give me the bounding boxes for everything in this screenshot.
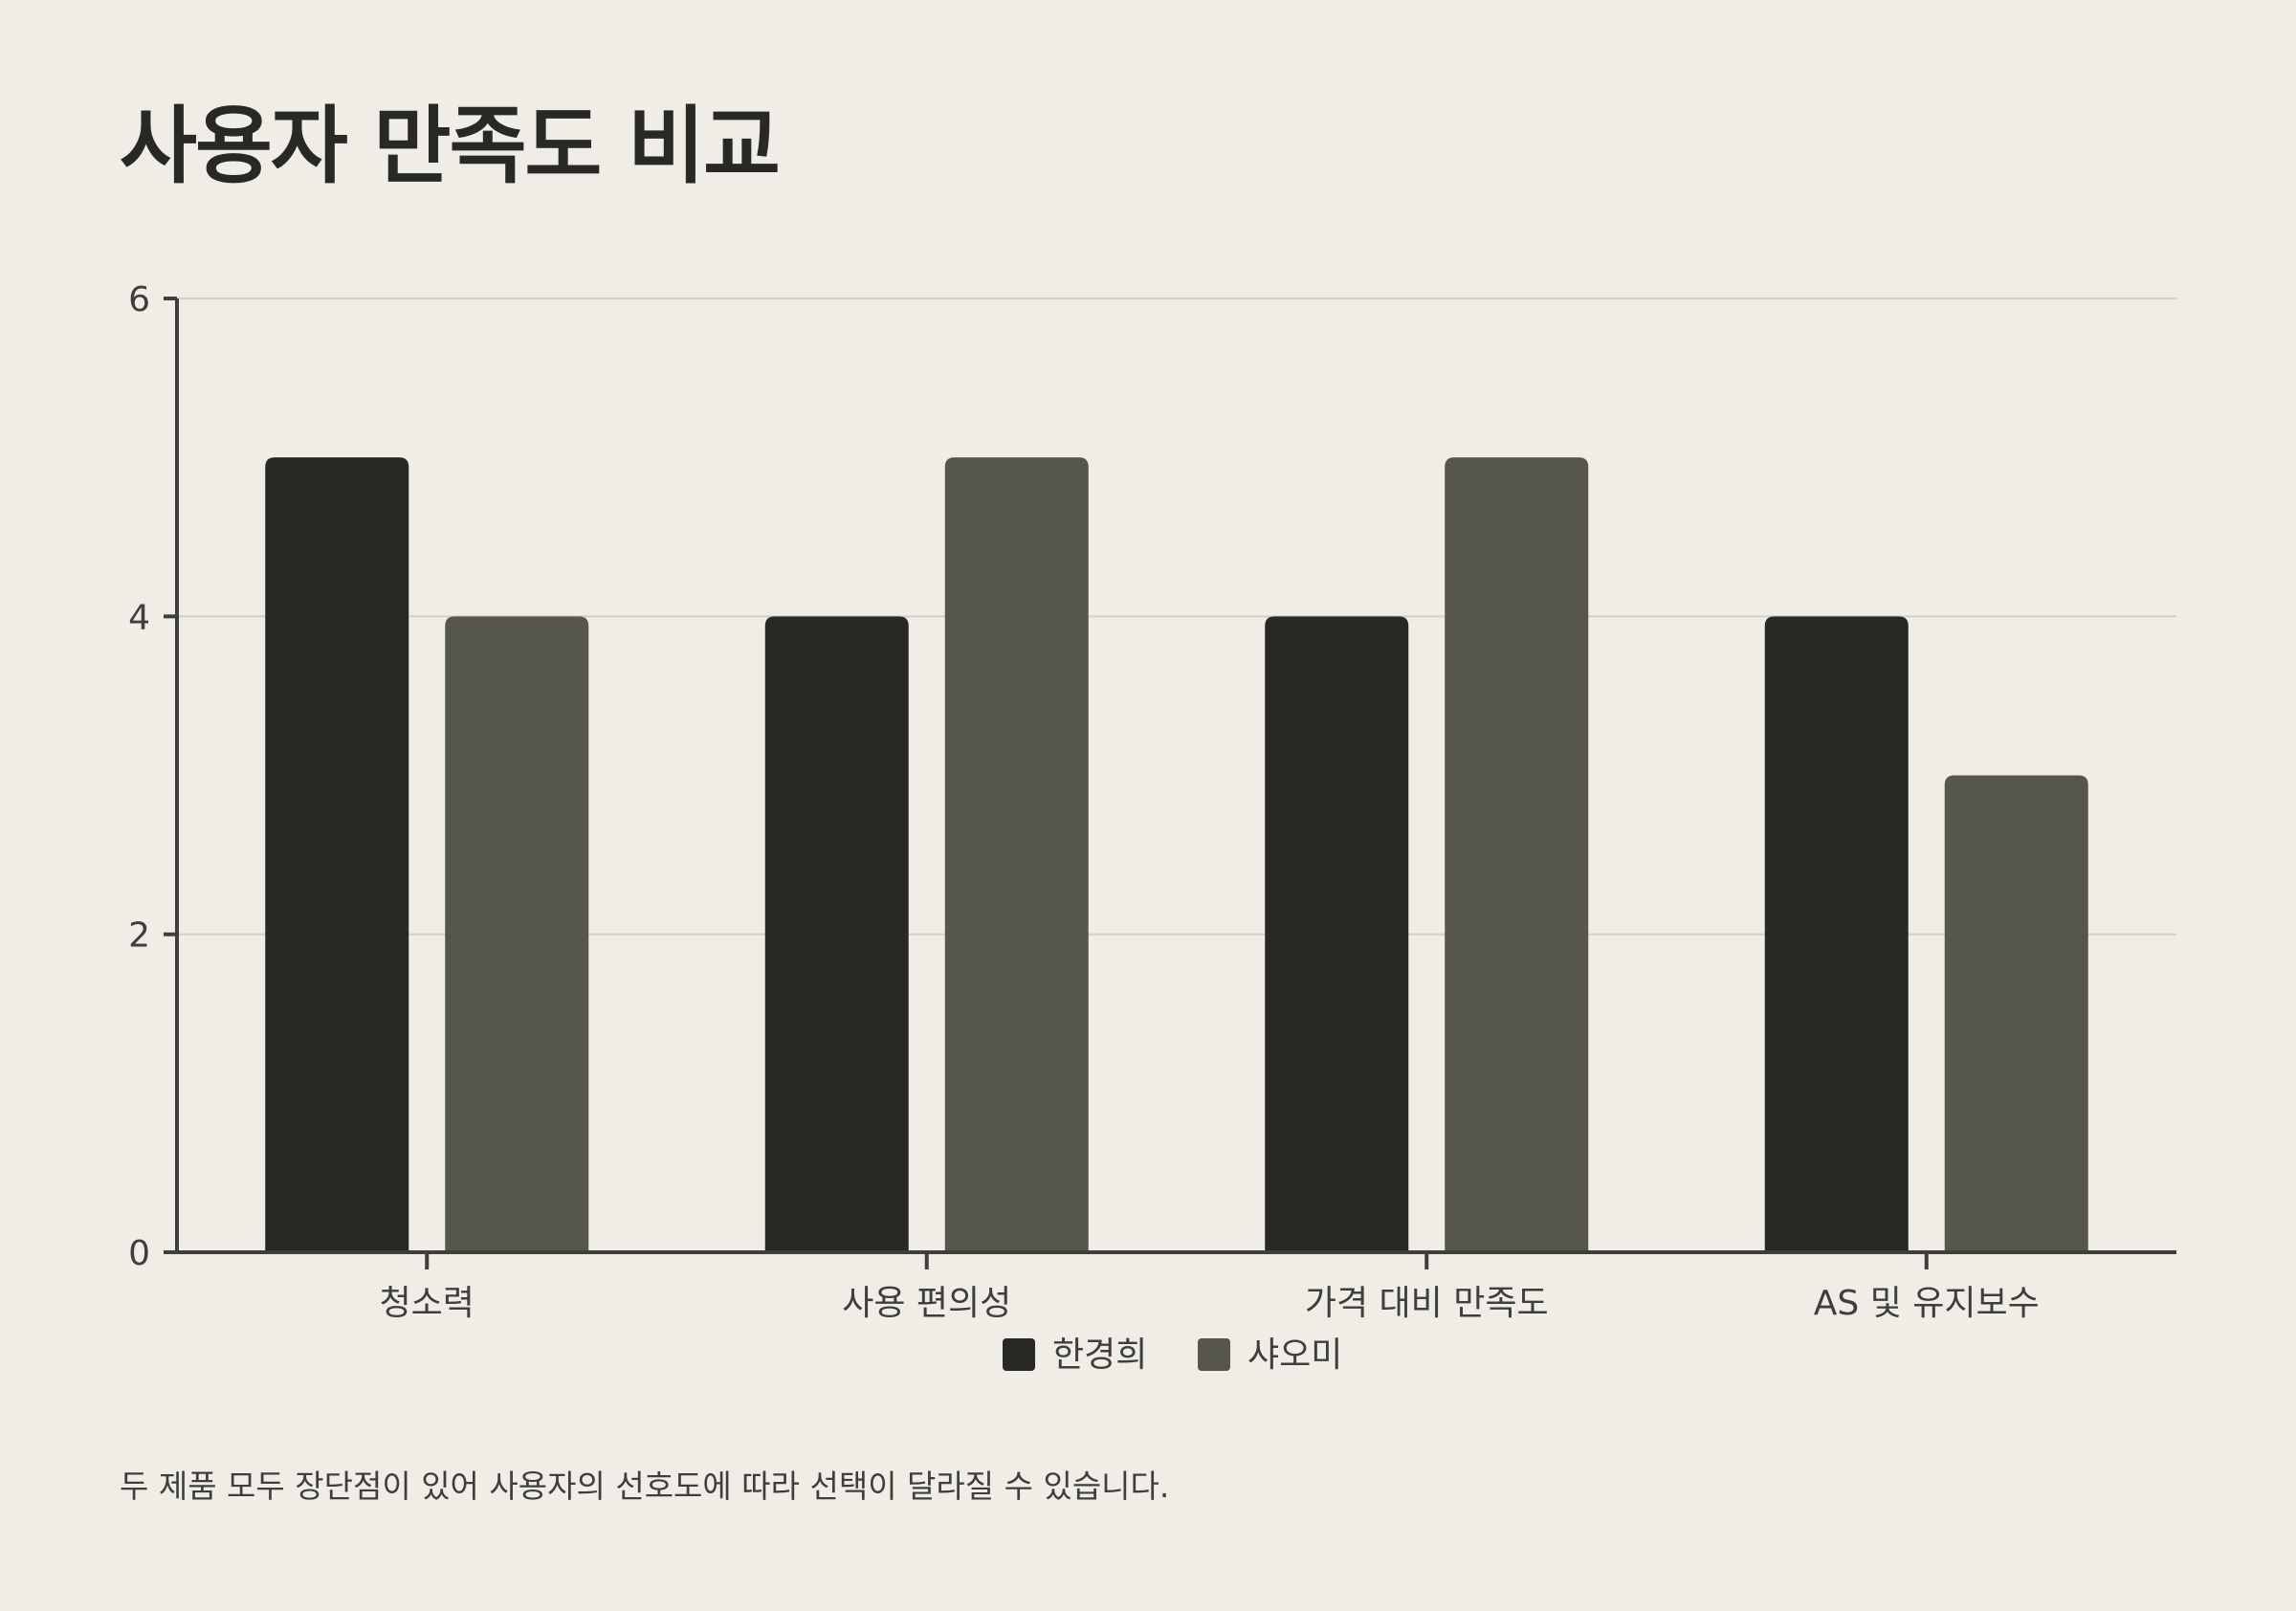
legend-swatch [1198, 1338, 1230, 1371]
bar [944, 457, 1089, 1253]
x-tick-label: AS 및 유지보수 [1814, 1284, 2040, 1323]
bar [265, 457, 409, 1253]
y-tick-label: 0 [128, 1234, 150, 1273]
y-tick-label: 2 [128, 916, 150, 956]
legend-label: 샤오미 [1247, 1335, 1342, 1375]
x-tick-label: 사용 편의성 [842, 1284, 1011, 1323]
chart-title: 사용자 만족도 비교 [120, 97, 781, 195]
y-tick-label: 6 [128, 280, 150, 320]
legend-swatch [1003, 1338, 1035, 1371]
bar [1944, 775, 2088, 1252]
y-tick-label: 4 [128, 598, 150, 637]
bar [1445, 457, 1589, 1253]
legend: 한경희 샤오미 [1003, 1335, 1342, 1375]
legend-label: 한경희 [1052, 1335, 1147, 1375]
axes [164, 297, 2176, 1269]
bars [265, 457, 2088, 1253]
bar [764, 616, 909, 1252]
bar [445, 616, 589, 1252]
bar [1764, 616, 1909, 1252]
bar [1265, 616, 1409, 1252]
tick-labels: 0 2 4 6 청소력 사용 편의성 가격 대비 만족도 AS 및 유지보수 [128, 280, 2040, 1323]
footnote: 두 제품 모두 장단점이 있어 사용자의 선호도에 따라 선택이 달라질 수 있… [120, 1468, 1170, 1505]
x-tick-label: 청소력 [380, 1284, 475, 1323]
x-tick-label: 가격 대비 만족도 [1305, 1284, 1549, 1323]
